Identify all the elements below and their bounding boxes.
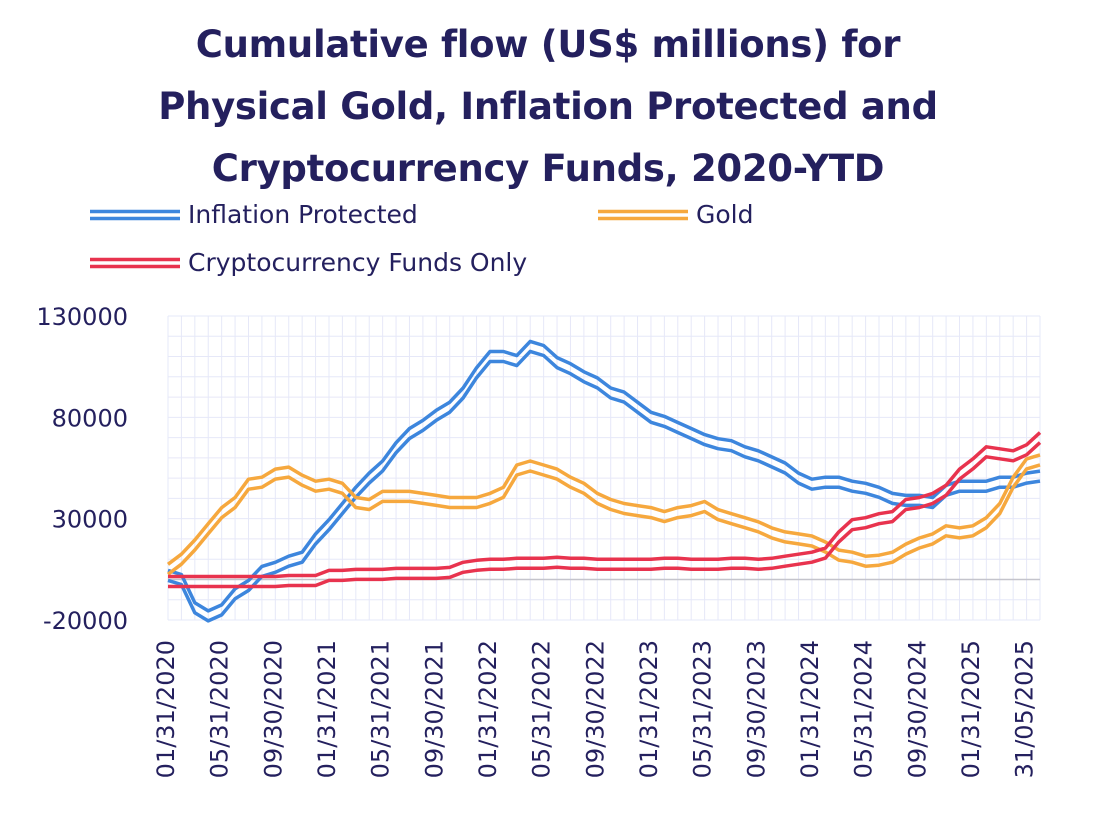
x-tick-label: 09/30/2022 (581, 640, 609, 778)
series-1 (166, 453, 1041, 576)
series-line (167, 349, 1041, 623)
series-line (166, 463, 1041, 576)
x-tick-label: 01/31/2022 (474, 640, 502, 778)
x-tick-label: 01/31/2025 (957, 640, 985, 778)
chart-title-line-2: Physical Gold, Inflation Protected and (158, 85, 938, 128)
x-tick-label: 01/31/2020 (152, 640, 180, 778)
x-tick-label: 05/31/2024 (850, 640, 878, 778)
x-tick-label: 31/05/2025 (1011, 640, 1039, 778)
series-line (168, 431, 1042, 579)
x-tick-label: 09/30/2020 (259, 640, 287, 778)
series-0 (167, 339, 1041, 623)
x-tick-label: 09/30/2023 (742, 640, 770, 778)
axes: 130000 80000 30000 -20000 01/31/2020 05/31/20… (36, 303, 1040, 778)
chart-title: Cumulative flow (US$ millions) for Physi… (0, 14, 1096, 200)
x-tick-label: 01/31/2023 (635, 640, 663, 778)
chart-title-line-1: Cumulative flow (US$ millions) for (195, 23, 901, 66)
y-tick-label: 130000 (36, 303, 128, 331)
series-lines (166, 339, 1042, 623)
x-tick-label: 05/31/2020 (206, 640, 234, 778)
y-tick-label: 30000 (52, 506, 128, 534)
series-2 (168, 431, 1042, 589)
x-tick-label: 09/30/2021 (420, 640, 448, 778)
x-tick-label: 09/30/2024 (903, 640, 931, 778)
chart-title-line-3: Cryptocurrency Funds, 2020-YTD (211, 147, 885, 190)
series-line (168, 441, 1042, 589)
y-tick-label: 80000 (52, 404, 128, 432)
x-tick-label: 05/31/2022 (528, 640, 556, 778)
x-tick-label: 05/31/2023 (689, 640, 717, 778)
x-tick-label: 01/31/2024 (796, 640, 824, 778)
x-tick-label: 05/31/2021 (367, 640, 395, 778)
y-tick-label: -20000 (43, 607, 128, 635)
series-line (166, 453, 1041, 566)
x-tick-label: 01/31/2021 (313, 640, 341, 778)
series-line (167, 339, 1041, 613)
